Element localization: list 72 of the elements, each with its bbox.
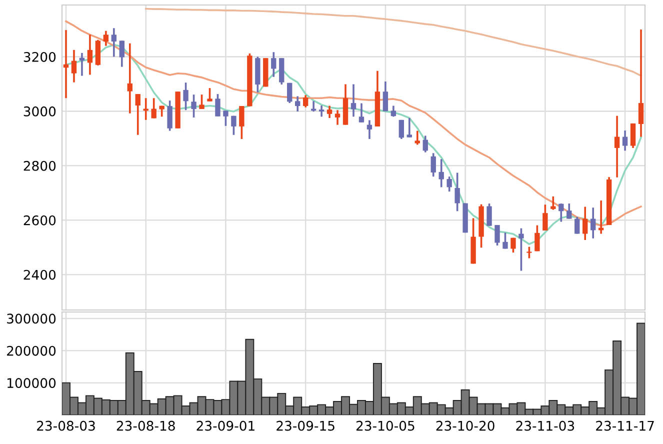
candlestick (302, 94, 308, 108)
candlestick (207, 87, 212, 102)
candlestick (151, 97, 156, 120)
y-tick-label: 200000 (7, 346, 56, 356)
candlestick (438, 158, 444, 188)
candlestick (614, 114, 620, 178)
candlestick (398, 119, 404, 140)
candlestick (526, 246, 532, 260)
candlestick (111, 27, 117, 58)
y-tick-label: 3000 (24, 106, 56, 116)
candlestick (494, 224, 500, 246)
candlestick (358, 102, 364, 124)
candlestick (630, 122, 636, 149)
candlestick (414, 130, 420, 146)
candlestick (550, 196, 556, 211)
candlestick (191, 94, 196, 118)
x-tick-label: 23-09-01 (196, 420, 254, 431)
candlestick (271, 51, 276, 78)
candlestick (558, 202, 564, 223)
y-tick-label: 2400 (24, 270, 56, 280)
candlestick (382, 80, 388, 112)
candlestick (334, 109, 340, 126)
candlestick (287, 82, 292, 104)
x-tick-label: 23-09-15 (276, 420, 334, 431)
candlestick (542, 204, 548, 232)
y-tick-label: 2800 (24, 160, 56, 171)
candlestick (295, 95, 300, 112)
candlestick (127, 42, 132, 114)
candlestick (422, 134, 428, 154)
candlestick (350, 83, 356, 118)
candlestick (239, 105, 244, 140)
candlestick (446, 176, 452, 192)
candlestick (103, 30, 109, 47)
candlestick (223, 110, 228, 127)
x-tick-label: 23-11-03 (516, 420, 574, 431)
candlestick (574, 216, 580, 235)
candlestick (135, 93, 140, 136)
candlestick (622, 130, 628, 152)
line-series (144, 8, 642, 77)
candlestick (638, 28, 644, 138)
candlestick (366, 119, 372, 140)
candlestick (119, 40, 124, 68)
candlestick (590, 206, 596, 240)
x-tick-label: 23-08-18 (116, 420, 175, 431)
candlestick (566, 202, 572, 220)
candlestick (582, 206, 588, 241)
candlestick (390, 104, 396, 118)
y-tick-label: 100000 (8, 378, 56, 388)
candlestick (199, 94, 204, 110)
candlestick (318, 104, 324, 118)
candlestick (326, 104, 332, 119)
candlestick (71, 49, 77, 84)
candlestick (231, 114, 236, 136)
candlestick (406, 117, 412, 138)
candlestick (87, 34, 93, 76)
candlestick (430, 152, 436, 178)
y-tick-label: 300000 (7, 314, 56, 324)
candlestick (215, 93, 220, 118)
x-tick-label: 23-10-05 (356, 420, 414, 431)
candlestick (183, 82, 188, 112)
y-tick-label: 2600 (24, 215, 56, 226)
candlestick (486, 202, 492, 227)
x-tick-label: 23-11-17 (596, 420, 654, 431)
candlestick (502, 232, 508, 250)
x-tick-label: 23-08-03 (37, 420, 95, 431)
y-tick-label: 3200 (24, 52, 56, 62)
x-tick-label: 23-10-20 (436, 420, 494, 431)
candlestick (454, 172, 460, 212)
candlestick (510, 236, 516, 254)
candlestick (167, 100, 172, 132)
candlestick (518, 227, 524, 272)
candlestick (534, 224, 540, 252)
